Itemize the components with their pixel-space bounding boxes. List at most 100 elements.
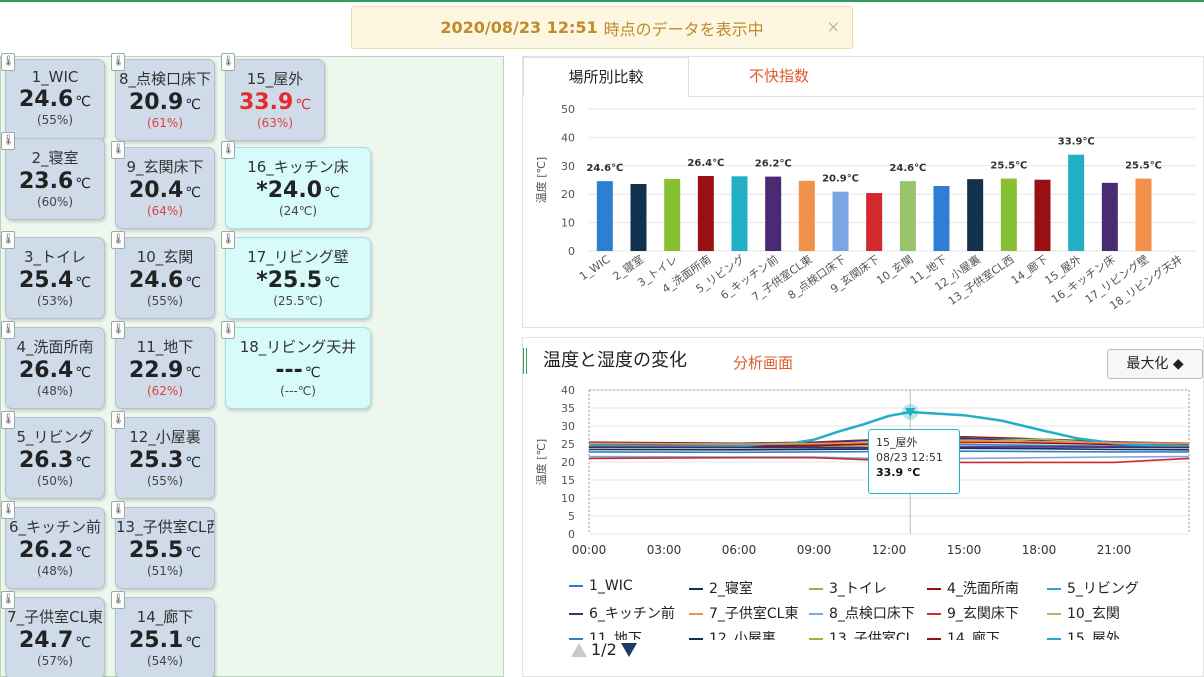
legend-item[interactable]: 5_リビング	[1047, 578, 1139, 598]
top-accent-line	[0, 0, 1204, 2]
temperature-value: 33.9	[238, 90, 294, 115]
bar[interactable]	[765, 176, 782, 251]
sensor-card[interactable]: 3_トイレ 25.4 ℃ (53%)	[5, 237, 105, 319]
bar[interactable]	[1135, 178, 1152, 251]
bar[interactable]	[967, 179, 984, 251]
legend-item[interactable]: 9_玄関床下	[927, 603, 1019, 623]
sensor-card[interactable]: 11_地下 22.9 ℃ (62%)	[115, 327, 215, 409]
x-tick-label: 12:00	[872, 543, 907, 557]
sensor-panel: 1_WIC 24.6 ℃ (55%) 🌡 2_寝室 23.6 ℃ (60%) 🌡 3_トイレ 25.4…	[0, 53, 504, 677]
sensor-name: 1_WIC	[31, 68, 79, 86]
line-chart: 40 35 30 25 20 15 10 5 0 温度 [℃] 00:00 03:00 06:00 09:…	[534, 384, 1190, 557]
y-tick-label: 30	[561, 160, 575, 173]
sensor-humidity: (55%)	[146, 474, 184, 488]
legend-label: 2_寝室	[709, 581, 753, 597]
bar[interactable]	[933, 185, 950, 251]
sensor-card[interactable]: 13_子供室CL西 25.5 ℃ (51%)	[115, 507, 215, 589]
legend-swatch	[809, 588, 823, 590]
sensor-card[interactable]: 10_玄関 24.6 ℃ (55%)	[115, 237, 215, 319]
legend-item[interactable]: 4_洗面所南	[927, 578, 1019, 598]
sensor-humidity: (53%)	[36, 294, 74, 308]
legend-swatch	[569, 585, 583, 587]
temperature-value: 26.2	[18, 538, 74, 563]
sensor-name: 15_屋外	[246, 70, 304, 88]
pager-down-icon[interactable]	[620, 642, 637, 657]
sensor-temperature: 20.9 ℃	[116, 90, 214, 115]
sensor-name: 7_子供室CL東	[7, 608, 103, 626]
bar[interactable]	[1068, 154, 1085, 251]
legend-item[interactable]: 13_子供室CL...	[809, 628, 927, 640]
sensor-card[interactable]: 1_WIC 24.6 ℃ (55%)	[5, 59, 105, 141]
y-tick-label: 35	[561, 402, 575, 415]
bar[interactable]	[731, 176, 748, 251]
bar[interactable]	[866, 193, 883, 251]
pager-text: 1/2	[591, 640, 617, 659]
y-tick-label: 15	[561, 474, 575, 487]
legend-item[interactable]: 1_WIC	[569, 578, 633, 594]
sensor-humidity: (64%)	[146, 204, 184, 218]
sensor-card[interactable]: 7_子供室CL東 24.7 ℃ (57%)	[5, 597, 105, 677]
sensor-card[interactable]: 16_キッチン床 *24.0 ℃ (24℃)	[225, 147, 371, 229]
bar[interactable]	[832, 191, 849, 251]
y-tick-label: 0	[568, 245, 575, 258]
sensor-card[interactable]: 18_リビング天井 --- ℃ (---℃)	[225, 327, 371, 409]
legend-label: 8_点検口床下	[829, 606, 915, 622]
bar[interactable]	[664, 178, 681, 251]
sensor-card[interactable]: 9_玄関床下 20.4 ℃ (64%)	[115, 147, 215, 229]
sensor-card[interactable]: 2_寝室 23.6 ℃ (60%)	[5, 138, 105, 220]
thermometer-icon: 🌡	[1, 132, 15, 150]
bar[interactable]	[899, 181, 916, 251]
sensor-card[interactable]: 15_屋外 33.9 ℃ (63%)	[225, 59, 325, 141]
sensor-temperature: *24.0 ℃	[226, 178, 370, 203]
thermometer-icon: 🌡	[111, 141, 125, 159]
temperature-value: 25.5	[128, 538, 184, 563]
y-tick-label: 25	[561, 438, 575, 451]
legend-label: 11_地下	[589, 631, 642, 640]
bar[interactable]	[1034, 179, 1051, 251]
bar[interactable]	[697, 176, 714, 251]
analysis-link[interactable]: 分析画面	[733, 354, 794, 372]
sensor-name: 18_リビング天井	[239, 338, 357, 356]
close-icon[interactable]: ×	[826, 17, 840, 36]
legend-item[interactable]: 7_子供室CL東	[689, 603, 798, 623]
sensor-card[interactable]: 6_キッチン前 26.2 ℃ (48%)	[5, 507, 105, 589]
legend-item[interactable]: 11_地下	[569, 628, 642, 640]
bar-data-label: 26.4℃	[687, 158, 724, 169]
sensor-card[interactable]: 8_点検口床下 20.9 ℃ (61%)	[115, 59, 215, 141]
sensor-name: 16_キッチン床	[247, 158, 349, 176]
temperature-value: *25.5	[256, 268, 323, 293]
temperature-unit: ℃	[185, 275, 201, 291]
sensor-temperature: 20.4 ℃	[116, 178, 214, 203]
bar[interactable]	[1000, 178, 1017, 251]
data-time-notice: 2020/08/23 12:51 時点のデータを表示中 ×	[351, 6, 853, 49]
sensor-card[interactable]: 12_小屋裏 25.3 ℃ (55%)	[115, 417, 215, 499]
bar[interactable]	[1101, 182, 1118, 251]
temperature-unit: ℃	[75, 635, 91, 651]
bar[interactable]	[798, 180, 815, 251]
temperature-value: 25.4	[18, 268, 74, 293]
maximize-button[interactable]: 最大化 ◆	[1107, 349, 1203, 379]
legend-item[interactable]: 3_トイレ	[809, 578, 887, 598]
legend-item[interactable]: 15_屋外	[1047, 628, 1120, 640]
thermometer-icon: 🌡	[1, 321, 15, 339]
legend-item[interactable]: 10_玄関	[1047, 603, 1120, 623]
sensor-card[interactable]: 14_廊下 25.1 ℃ (54%)	[115, 597, 215, 677]
thermometer-icon: 🌡	[1, 501, 15, 519]
legend-item[interactable]: 2_寝室	[689, 578, 753, 598]
legend-item[interactable]: 6_キッチン前	[569, 603, 675, 623]
tab-discomfort-index[interactable]: 不快指数	[748, 67, 809, 85]
legend-item[interactable]: 12_小屋裏	[689, 628, 776, 640]
bar[interactable]	[596, 181, 613, 251]
sensor-name: 14_廊下	[136, 608, 194, 626]
bar[interactable]	[630, 183, 647, 251]
sensor-card[interactable]: 5_リビング 26.3 ℃ (50%)	[5, 417, 105, 499]
sensor-card[interactable]: 17_リビング壁 *25.5 ℃ (25.5℃)	[225, 237, 371, 319]
pager-up-icon[interactable]	[571, 642, 587, 657]
legend-item[interactable]: 8_点検口床下	[809, 603, 915, 623]
tab-location-compare[interactable]: 場所別比較	[523, 57, 689, 97]
bar-data-label: 25.5℃	[990, 161, 1027, 172]
bar-data-label: 24.6℃	[889, 163, 926, 174]
legend-item[interactable]: 14_廊下	[927, 628, 1000, 640]
sensor-card[interactable]: 4_洗面所南 26.4 ℃ (48%)	[5, 327, 105, 409]
thermometer-icon: 🌡	[1, 231, 15, 249]
